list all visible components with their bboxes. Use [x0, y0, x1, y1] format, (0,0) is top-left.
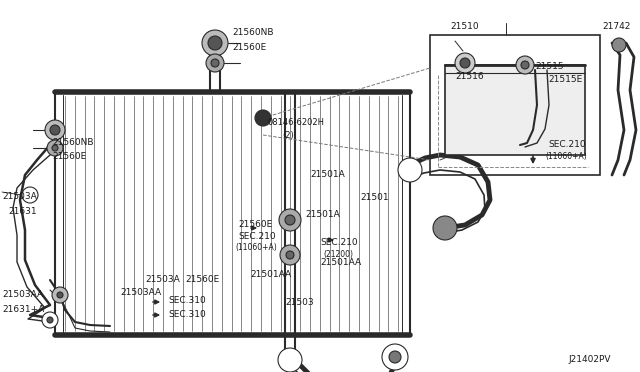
Text: (2): (2) — [282, 131, 294, 140]
Circle shape — [398, 158, 422, 182]
Text: 21501AA: 21501AA — [250, 270, 291, 279]
Circle shape — [47, 317, 53, 323]
Circle shape — [285, 215, 295, 225]
Text: 21516: 21516 — [455, 72, 484, 81]
Circle shape — [52, 287, 68, 303]
Text: 21742: 21742 — [602, 22, 630, 31]
Circle shape — [208, 36, 222, 50]
Circle shape — [521, 61, 529, 69]
Circle shape — [455, 53, 475, 73]
Circle shape — [57, 292, 63, 298]
Circle shape — [211, 59, 219, 67]
Text: SEC.210: SEC.210 — [320, 238, 358, 247]
Circle shape — [389, 351, 401, 363]
Text: 21501AA: 21501AA — [320, 258, 361, 267]
Circle shape — [52, 145, 58, 151]
Circle shape — [433, 216, 457, 240]
Text: 21501A: 21501A — [310, 170, 345, 179]
Text: 21515E: 21515E — [548, 75, 582, 84]
Text: (21200): (21200) — [323, 250, 353, 259]
Circle shape — [286, 251, 294, 259]
Text: 21631+A: 21631+A — [2, 305, 44, 314]
Text: 21560NB: 21560NB — [52, 138, 93, 147]
Text: 21560E: 21560E — [232, 43, 266, 52]
Text: 21560E: 21560E — [238, 220, 272, 229]
Text: 21503AA: 21503AA — [120, 288, 161, 297]
Text: 21503AA: 21503AA — [2, 290, 43, 299]
Text: 21515: 21515 — [535, 62, 564, 71]
Bar — [430, 35, 600, 175]
Circle shape — [42, 312, 58, 328]
Text: 21503A: 21503A — [145, 275, 180, 284]
Circle shape — [202, 30, 228, 56]
Circle shape — [255, 110, 271, 126]
Text: (11060+A): (11060+A) — [545, 152, 587, 161]
Text: 08146-6202H: 08146-6202H — [268, 118, 325, 127]
Circle shape — [612, 38, 626, 52]
Circle shape — [280, 245, 300, 265]
Text: 21503: 21503 — [285, 298, 314, 307]
Text: 21503A: 21503A — [2, 192, 36, 201]
Circle shape — [516, 56, 534, 74]
Circle shape — [460, 58, 470, 68]
Circle shape — [50, 125, 60, 135]
Text: SEC.310: SEC.310 — [168, 296, 205, 305]
Text: 21560E: 21560E — [185, 275, 220, 284]
Circle shape — [279, 209, 301, 231]
Text: J21402PV: J21402PV — [568, 355, 611, 364]
Circle shape — [382, 344, 408, 370]
Circle shape — [206, 54, 224, 72]
Text: SEC.210: SEC.210 — [238, 232, 276, 241]
Text: 21560NB: 21560NB — [232, 28, 273, 37]
Text: 21510: 21510 — [450, 22, 479, 31]
Text: SEC.310: SEC.310 — [168, 310, 205, 319]
Text: 21631: 21631 — [8, 207, 36, 216]
Circle shape — [45, 120, 65, 140]
Text: SEC.210: SEC.210 — [548, 140, 586, 149]
Text: 21501: 21501 — [360, 193, 388, 202]
Text: 21501A: 21501A — [305, 210, 340, 219]
Text: 21560E: 21560E — [52, 152, 86, 161]
Circle shape — [47, 140, 63, 156]
Bar — [445, 65, 585, 155]
Circle shape — [278, 348, 302, 372]
Text: (11060+A): (11060+A) — [235, 243, 276, 252]
Circle shape — [22, 187, 38, 203]
